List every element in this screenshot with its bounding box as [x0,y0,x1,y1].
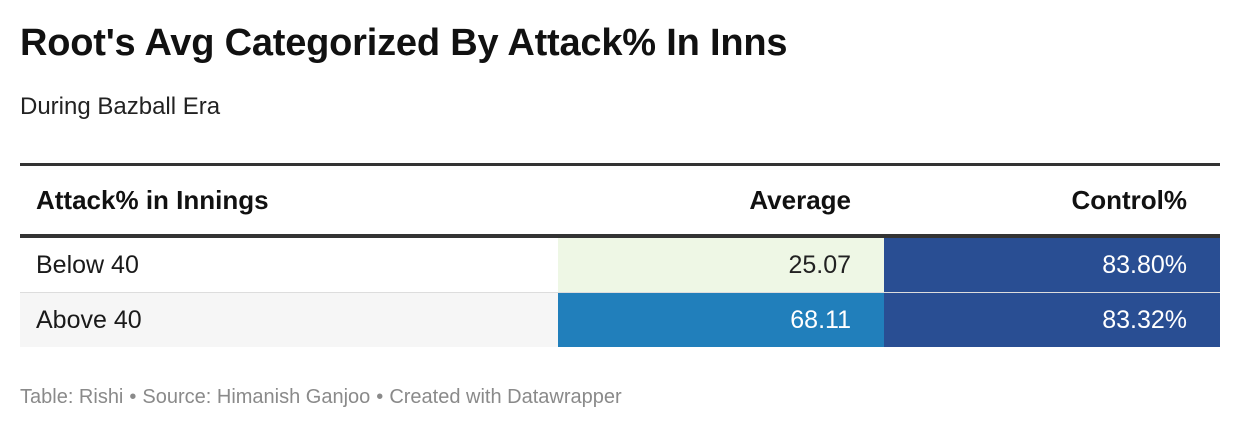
column-header-average[interactable]: Average [749,184,851,215]
average-value-cell: 25.07 [558,238,884,292]
category-cell: Below 40 [36,250,139,279]
table-credit: Table: Rishi [20,386,124,408]
control-value-cell: 83.80% [884,238,1220,292]
column-header-control[interactable]: Control% [1071,184,1187,215]
chart-title: Root's Avg Categorized By Attack% In Inn… [20,22,788,64]
data-table: Attack% in Innings Average Control% Belo… [20,163,1220,347]
chart-subtitle: During Bazball Era [20,93,221,120]
table-header-row: Attack% in Innings Average Control% [20,166,1220,238]
control-value-cell: 83.32% [884,293,1220,347]
footer-separator: • [376,386,384,408]
category-cell: Above 40 [36,305,142,334]
datawrapper-link[interactable]: Created with Datawrapper [389,386,622,408]
footer-separator: • [129,386,137,408]
table-top-rule [20,163,1220,166]
table-row: Below 40 25.07 83.80% [20,238,1220,293]
column-header-attack[interactable]: Attack% in Innings [36,184,269,215]
chart-footer: Table: Rishi • Source: Himanish Ganjoo • Cre… [20,386,622,409]
average-value-cell: 68.11 [558,293,884,347]
table-row: Above 40 68.11 83.32% [20,293,1220,347]
source-credit: Source: Himanish Ganjoo [142,386,371,408]
